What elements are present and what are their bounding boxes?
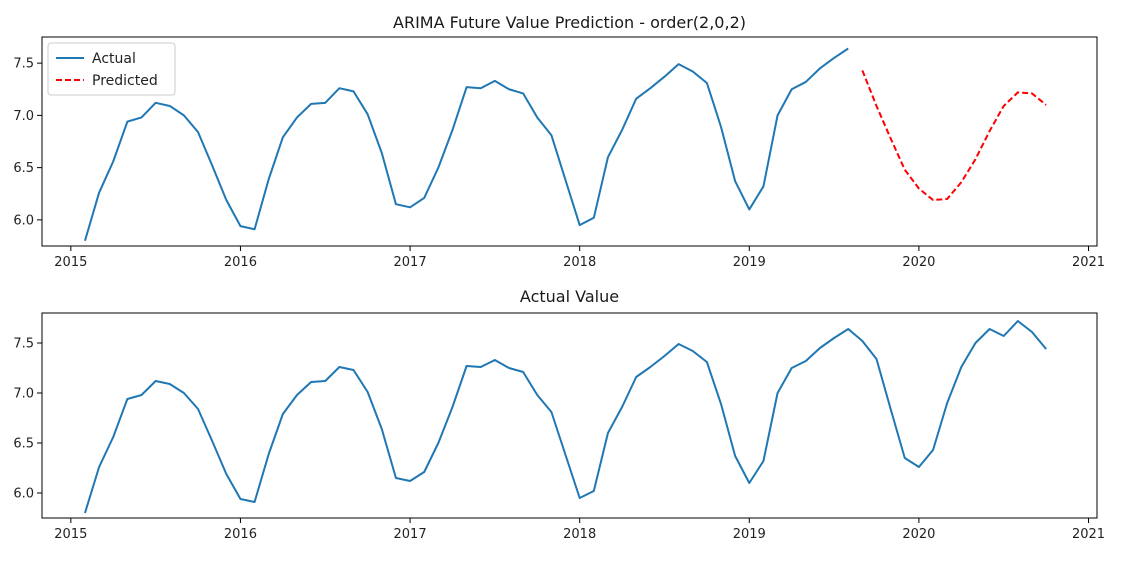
legend-label-actual: Actual [92, 51, 136, 67]
x-tick-label: 2021 [1072, 527, 1105, 542]
x-tick-label: 2018 [563, 527, 596, 542]
y-tick-label: 7.0 [13, 387, 34, 402]
x-tick-label: 2018 [563, 255, 596, 270]
y-tick-label: 7.0 [13, 109, 34, 124]
series-line-actual [84, 47, 849, 242]
x-tick-label: 2015 [54, 255, 87, 270]
legend-label-predicted: Predicted [92, 73, 158, 89]
x-tick-label: 2019 [733, 255, 766, 270]
legend: Actual Predicted [47, 42, 176, 96]
prediction-chart: ARIMA Future Value Prediction - order(2,… [13, 13, 1105, 270]
axes-frame [41, 312, 1098, 519]
x-tick-label: 2016 [224, 527, 257, 542]
legend-box [47, 42, 176, 96]
y-tick-label: 6.5 [13, 437, 34, 452]
actual-value-chart: Actual Value 2015 2016 2017 2018 2019 2020 2021… [13, 287, 1105, 542]
y-tick-label: 7.5 [13, 57, 34, 72]
x-tick-label: 2017 [394, 527, 427, 542]
axes-frame [41, 36, 1098, 247]
y-tick-label: 6.0 [13, 213, 34, 228]
series-line-actual-value [84, 320, 1047, 514]
x-tick-label: 2016 [224, 255, 257, 270]
x-tick-label: 2019 [733, 527, 766, 542]
x-tick-label: 2020 [902, 527, 935, 542]
series-line-predicted [861, 70, 1047, 202]
chart-title: ARIMA Future Value Prediction - order(2,… [393, 13, 746, 32]
y-tick-label: 6.5 [13, 161, 34, 176]
x-tick-label: 2017 [394, 255, 427, 270]
y-tick-label: 7.5 [13, 337, 34, 352]
x-tick-label: 2020 [902, 255, 935, 270]
x-tick-label: 2021 [1072, 255, 1105, 270]
y-tick-label: 6.0 [13, 487, 34, 502]
x-tick-label: 2015 [54, 527, 87, 542]
chart-title: Actual Value [520, 287, 619, 306]
